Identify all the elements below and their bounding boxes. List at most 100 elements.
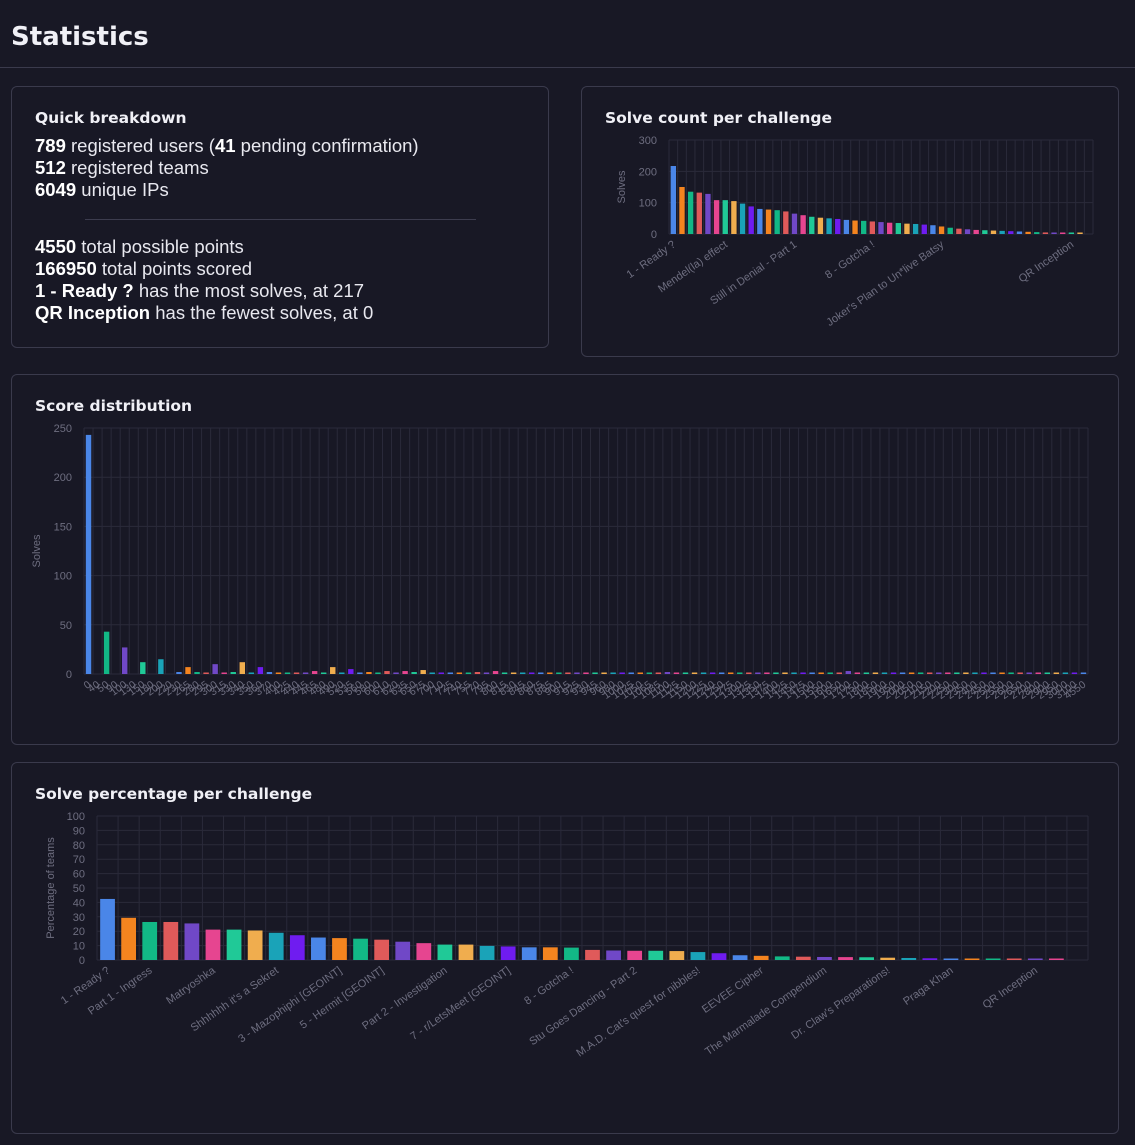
score-distribution-bar xyxy=(456,672,463,674)
score-distribution-bar xyxy=(746,672,752,674)
solve-count-bar xyxy=(670,166,677,234)
solve-percentage-bar xyxy=(311,937,326,960)
score-distribution-bar xyxy=(176,672,182,674)
solve-percentage-y-tick-label: 90 xyxy=(73,825,85,837)
score-distribution-bar xyxy=(773,672,779,674)
score-distribution-bar xyxy=(158,659,164,674)
score-distribution-bar xyxy=(890,672,897,674)
solve-percentage-bar xyxy=(774,956,790,960)
solve-count-x-tick-label: 8 - Gotcha ! xyxy=(823,239,877,282)
quick-breakdown-title: Quick breakdown xyxy=(35,109,187,127)
score-distribution-bar xyxy=(366,672,372,674)
score-distribution-y-tick-label: 250 xyxy=(54,423,72,435)
solve-count-bar xyxy=(852,220,858,234)
score-distribution-bar xyxy=(981,672,987,674)
solve-percentage-x-tick-label: Matryoshka xyxy=(164,964,218,1007)
score-distribution-bar xyxy=(221,672,227,674)
score-distribution-bar xyxy=(1071,672,1078,674)
score-distribution-bar xyxy=(881,672,888,674)
solve-percentage-bar xyxy=(838,957,853,960)
solve-percentage-bar xyxy=(753,955,769,960)
score-distribution-bar xyxy=(601,672,607,674)
registered-users-line: 789 registered users (41 pending confirm… xyxy=(35,135,419,157)
score-distribution-bar xyxy=(510,672,517,674)
solve-percentage-bar xyxy=(1027,958,1043,960)
score-distribution-bar xyxy=(212,664,218,674)
points-scored-line: 166950 total points scored xyxy=(35,258,373,280)
score-distribution-bar xyxy=(302,672,309,674)
score-distribution-bar xyxy=(728,672,734,674)
solve-count-bar xyxy=(973,229,979,234)
solve-count-bar xyxy=(869,221,876,234)
solve-count-card: Solve count per challenge 0 100 200 300 Solv… xyxy=(581,86,1119,357)
most-solves-challenge: 1 - Ready ? xyxy=(35,280,134,301)
score-distribution-bar xyxy=(239,662,246,674)
solve-count-bar xyxy=(809,216,815,234)
score-distribution-bar xyxy=(619,672,625,674)
solve-percentage-bar xyxy=(627,950,643,960)
score-distribution-bar xyxy=(501,672,508,674)
solve-percentage-y-tick-label: 70 xyxy=(73,854,85,866)
score-distribution-bar xyxy=(384,671,390,674)
solve-percentage-bar xyxy=(374,939,390,960)
registered-users-label: registered users ( xyxy=(65,135,215,156)
registered-teams-line: 512 registered teams xyxy=(35,157,419,179)
score-distribution-bar xyxy=(574,672,580,674)
solve-count-bar xyxy=(921,224,927,234)
solve-count-bar xyxy=(947,227,953,234)
most-solves-line: 1 - Ready ? has the most solves, at 217 xyxy=(35,280,373,302)
score-distribution-bar xyxy=(529,672,535,674)
score-distribution-bar xyxy=(339,672,345,674)
score-distribution-bar xyxy=(926,672,933,674)
score-distribution-bar xyxy=(266,672,273,674)
solve-percentage-bar xyxy=(542,947,558,960)
solve-percentage-y-tick-label: 60 xyxy=(73,869,85,881)
solve-count-bar xyxy=(878,222,884,234)
unique-ips-count: 6049 xyxy=(35,179,77,200)
solve-percentage-bar xyxy=(247,930,263,960)
score-distribution-bar xyxy=(547,672,553,674)
solve-count-bar xyxy=(964,229,971,234)
solve-percentage-bar xyxy=(500,946,516,960)
score-distribution-bar xyxy=(610,672,616,674)
solve-percentage-x-tick-label: The Marmalade Compendium xyxy=(703,965,829,1058)
solve-percentage-y-tick-label: 100 xyxy=(67,811,85,823)
solve-percentage-card: Solve percentage per challenge 0 10 20 30 40… xyxy=(11,762,1119,1134)
score-distribution-chart: 050100150200250Solves0405090100130150180… xyxy=(31,423,1089,702)
score-distribution-bar xyxy=(185,667,191,674)
solve-count-bar xyxy=(1068,232,1075,234)
solve-count-bar xyxy=(886,222,893,234)
solve-percentage-bar xyxy=(943,958,959,960)
solve-count-bar xyxy=(835,218,841,234)
score-distribution-bar xyxy=(1026,672,1032,674)
solve-percentage-x-tick-label: 8 - Gotcha ! xyxy=(522,965,576,1008)
solve-percentage-bar xyxy=(585,949,600,960)
score-distribution-y-axis-label: Solves xyxy=(31,534,43,568)
score-distribution-bar xyxy=(972,672,978,674)
solve-percentage-bar xyxy=(416,943,432,960)
solve-percentage-x-tick-label: 7 - r/LetsMeet [GEOINT] xyxy=(408,965,513,1043)
score-distribution-bar xyxy=(140,662,146,674)
score-distribution-bar xyxy=(1062,672,1069,674)
score-distribution-bar xyxy=(230,672,236,674)
score-distribution-bar xyxy=(194,672,200,674)
score-distribution-bar xyxy=(791,672,797,674)
solve-count-bar xyxy=(783,211,789,234)
score-distribution-bar xyxy=(357,672,363,674)
solve-percentage-y-tick-label: 20 xyxy=(73,926,85,938)
points-scored-label: total points scored xyxy=(96,258,253,279)
score-distribution-bar xyxy=(474,672,481,674)
fewest-solves-label: has the fewest solves, at 0 xyxy=(150,302,374,323)
score-distribution-bar xyxy=(519,672,526,674)
score-distribution-bar xyxy=(85,434,92,674)
score-distribution-bar xyxy=(492,671,499,674)
page-title: Statistics xyxy=(11,22,149,52)
solve-count-bar xyxy=(982,230,988,234)
solve-percentage-bar xyxy=(1006,958,1022,960)
solve-percentage-y-axis-label: Percentage of teams xyxy=(45,837,57,939)
possible-points-line: 4550 total possible points xyxy=(35,236,373,258)
solve-percentage-bar xyxy=(669,951,685,960)
solve-count-bar xyxy=(904,223,910,234)
score-distribution-bar xyxy=(963,672,969,674)
solve-count-bar xyxy=(1008,231,1014,234)
